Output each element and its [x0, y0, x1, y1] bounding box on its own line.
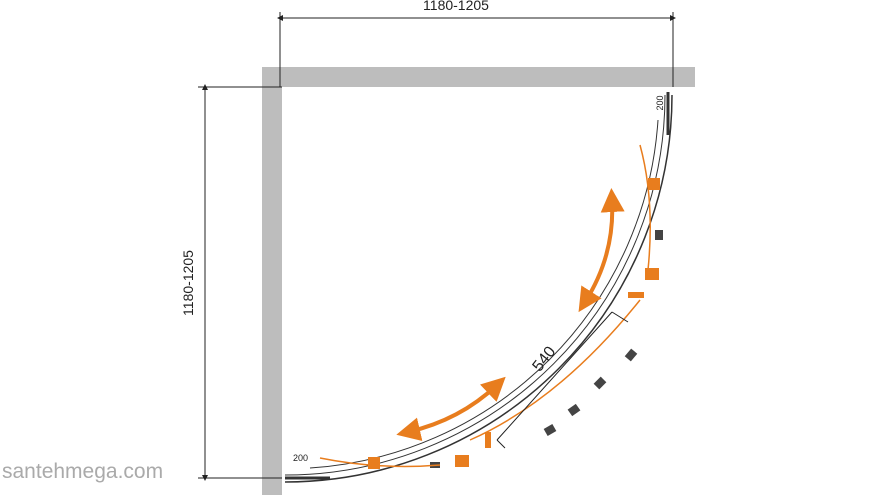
arrow-lower [396, 376, 506, 441]
arrow-upper [578, 188, 625, 313]
opening-dimension [496, 311, 629, 449]
orange-handles [368, 178, 660, 469]
depth-label: 1180-1205 [180, 250, 196, 316]
watermark: santehmega.com [2, 460, 163, 483]
profile-top-label: 200 [655, 95, 665, 110]
glass [284, 92, 673, 483]
opening-label: 540 [530, 343, 560, 375]
wall-top [262, 67, 695, 87]
width-dimension [277, 12, 676, 87]
wall-left [262, 67, 282, 495]
depth-dimension [198, 84, 282, 481]
profile-bottom-label: 200 [293, 453, 308, 463]
width-label: 1180-1205 [423, 0, 489, 13]
